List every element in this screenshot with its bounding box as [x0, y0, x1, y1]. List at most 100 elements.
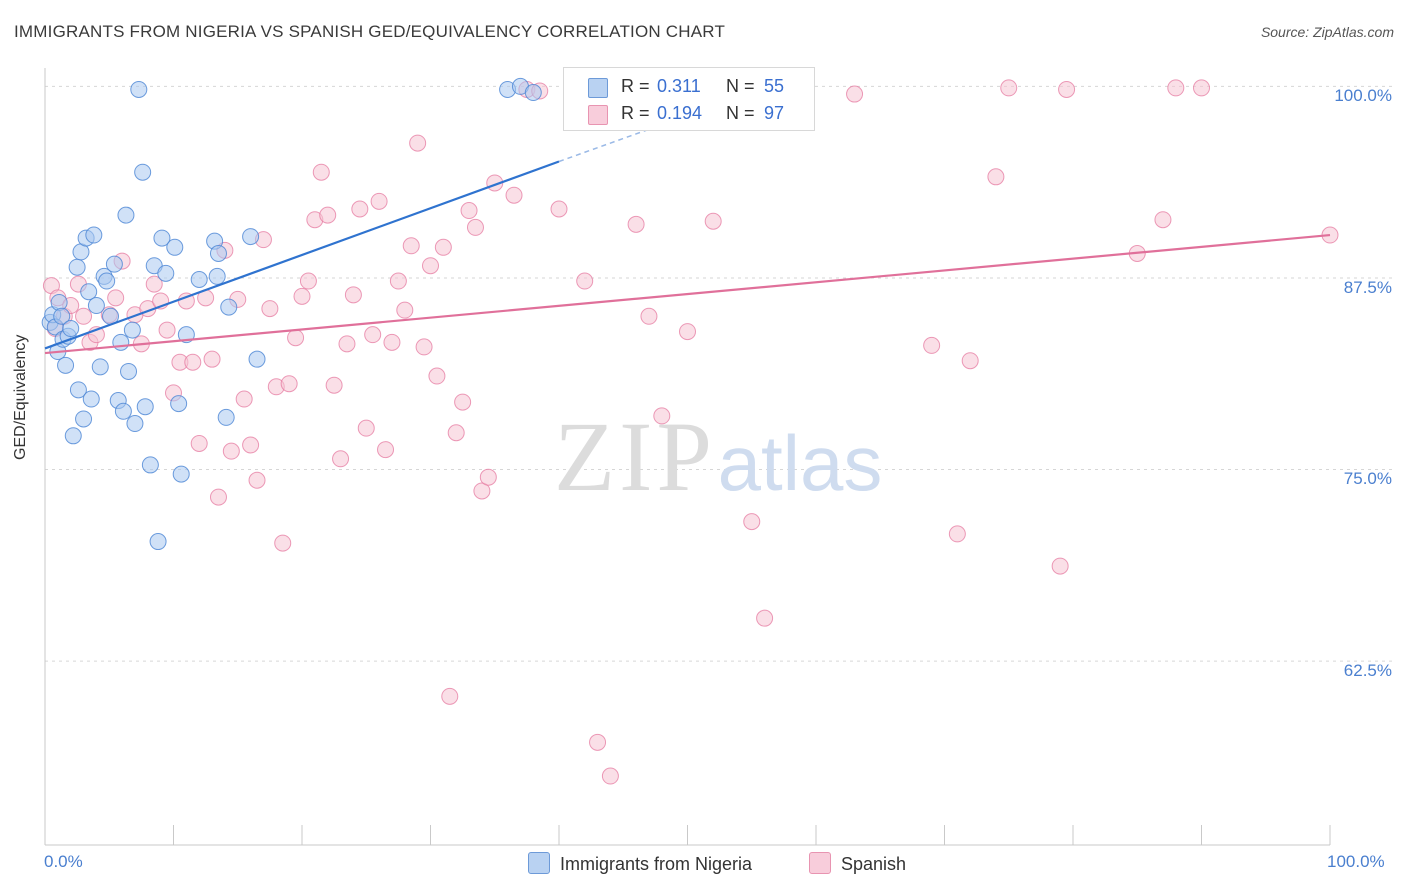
spanish-point: [473, 482, 491, 500]
y-axis-label: GED/Equivalency: [12, 334, 29, 460]
correlation-legend: R = 0.311 N = 55 R = 0.194 N = 97: [563, 67, 815, 131]
nigeria-point: [130, 80, 148, 98]
y-tick-label: 87.5%: [1343, 278, 1392, 297]
nigeria-point: [62, 320, 80, 338]
nigeria-point: [117, 206, 135, 224]
nigeria-point: [524, 84, 542, 102]
axes: [44, 68, 1331, 846]
nigeria-point: [82, 390, 100, 408]
nigeria-point: [248, 350, 266, 368]
legend-r-value: 0.194: [657, 103, 703, 123]
legend-n-label: N =: [726, 76, 755, 96]
legend-r-label: R =: [621, 76, 650, 96]
spanish-point: [460, 202, 478, 220]
spanish-point: [274, 534, 292, 552]
legend-n-value: 55: [764, 76, 785, 96]
nigeria-point: [114, 402, 132, 420]
spanish-point: [589, 733, 607, 751]
x-tick-label-max: 100.0%: [1327, 852, 1385, 871]
nigeria-point: [217, 408, 235, 426]
legend-r-label: R =: [621, 103, 650, 123]
nigeria-point: [170, 395, 188, 413]
nigeria-point: [208, 267, 226, 285]
spanish-point: [75, 307, 93, 325]
bottom-legend-label-spanish: Spanish: [841, 854, 907, 874]
spanish-point: [756, 609, 774, 627]
watermark-atlas: atlas: [718, 419, 883, 507]
spanish-point: [409, 134, 427, 152]
spanish-point: [1154, 211, 1172, 229]
spanish-point: [235, 390, 253, 408]
legend-swatch-spanish: [588, 105, 608, 125]
spanish-point: [505, 186, 523, 204]
spanish-point: [550, 200, 568, 218]
chart-title: IMMIGRANTS FROM NIGERIA VS SPANISH GED/E…: [14, 22, 726, 41]
spanish-point: [325, 376, 343, 394]
spanish-point: [242, 436, 260, 454]
spanish-point: [319, 206, 337, 224]
legend-r-value: 0.311: [657, 76, 701, 96]
spanish-point: [987, 168, 1005, 186]
spanish-point: [389, 272, 407, 290]
spanish-point: [357, 419, 375, 437]
spanish-point: [377, 441, 395, 459]
spanish-point: [466, 218, 484, 236]
x-tick-label-min: 0.0%: [44, 852, 83, 871]
spanish-point: [370, 192, 388, 210]
spanish-point: [364, 326, 382, 344]
spanish-point: [293, 287, 311, 305]
spanish-point: [280, 375, 298, 393]
spanish-point: [627, 215, 645, 233]
spanish-point: [743, 513, 761, 531]
spanish-point: [145, 275, 163, 293]
watermark-zip: ZIP: [554, 401, 716, 512]
nigeria-point: [134, 163, 152, 181]
nigeria-point: [68, 258, 86, 276]
spanish-trend-line: [44, 233, 1331, 355]
spanish-point: [190, 434, 208, 452]
spanish-point: [679, 323, 696, 341]
nigeria-point: [172, 465, 190, 483]
spanish-point: [601, 767, 619, 785]
spanish-point: [961, 352, 979, 370]
spanish-point: [434, 238, 452, 256]
y-tick-label: 62.5%: [1343, 661, 1392, 680]
spanish-point: [454, 393, 472, 411]
spanish-point: [402, 237, 420, 255]
nigeria-trend-extension: [558, 114, 688, 163]
spanish-point: [287, 329, 305, 347]
nigeria-point: [53, 307, 71, 325]
nigeria-points: [41, 77, 542, 551]
spanish-point: [338, 335, 356, 353]
nigeria-point: [123, 321, 141, 339]
spanish-point: [383, 333, 401, 351]
nigeria-trend-line: [44, 160, 560, 350]
spanish-point: [576, 272, 594, 290]
nigeria-point: [136, 398, 154, 416]
nigeria-point: [141, 456, 159, 474]
nigeria-point: [80, 283, 98, 301]
nigeria-point: [85, 226, 103, 244]
spanish-point: [1058, 80, 1076, 98]
nigeria-point: [91, 358, 109, 376]
spanish-point: [209, 488, 227, 506]
spanish-points: [42, 77, 1339, 785]
spanish-point: [158, 321, 176, 339]
spanish-point: [640, 307, 658, 325]
spanish-point: [203, 350, 221, 368]
bottom-legend-nigeria: Immigrants from Nigeria: [528, 852, 752, 875]
nigeria-point: [126, 415, 144, 433]
nigeria-point: [120, 362, 138, 380]
y-tick-label: 100.0%: [1334, 86, 1392, 105]
spanish-point: [1167, 79, 1185, 97]
spanish-point: [396, 301, 414, 319]
spanish-point: [222, 442, 240, 460]
spanish-point: [184, 353, 202, 371]
nigeria-point: [153, 229, 171, 247]
spanish-point: [299, 272, 317, 290]
spanish-point: [344, 286, 362, 304]
spanish-point: [846, 85, 864, 103]
spanish-point: [351, 200, 369, 218]
bottom-legend-swatch-spanish: [809, 852, 831, 874]
nigeria-point: [209, 244, 227, 262]
